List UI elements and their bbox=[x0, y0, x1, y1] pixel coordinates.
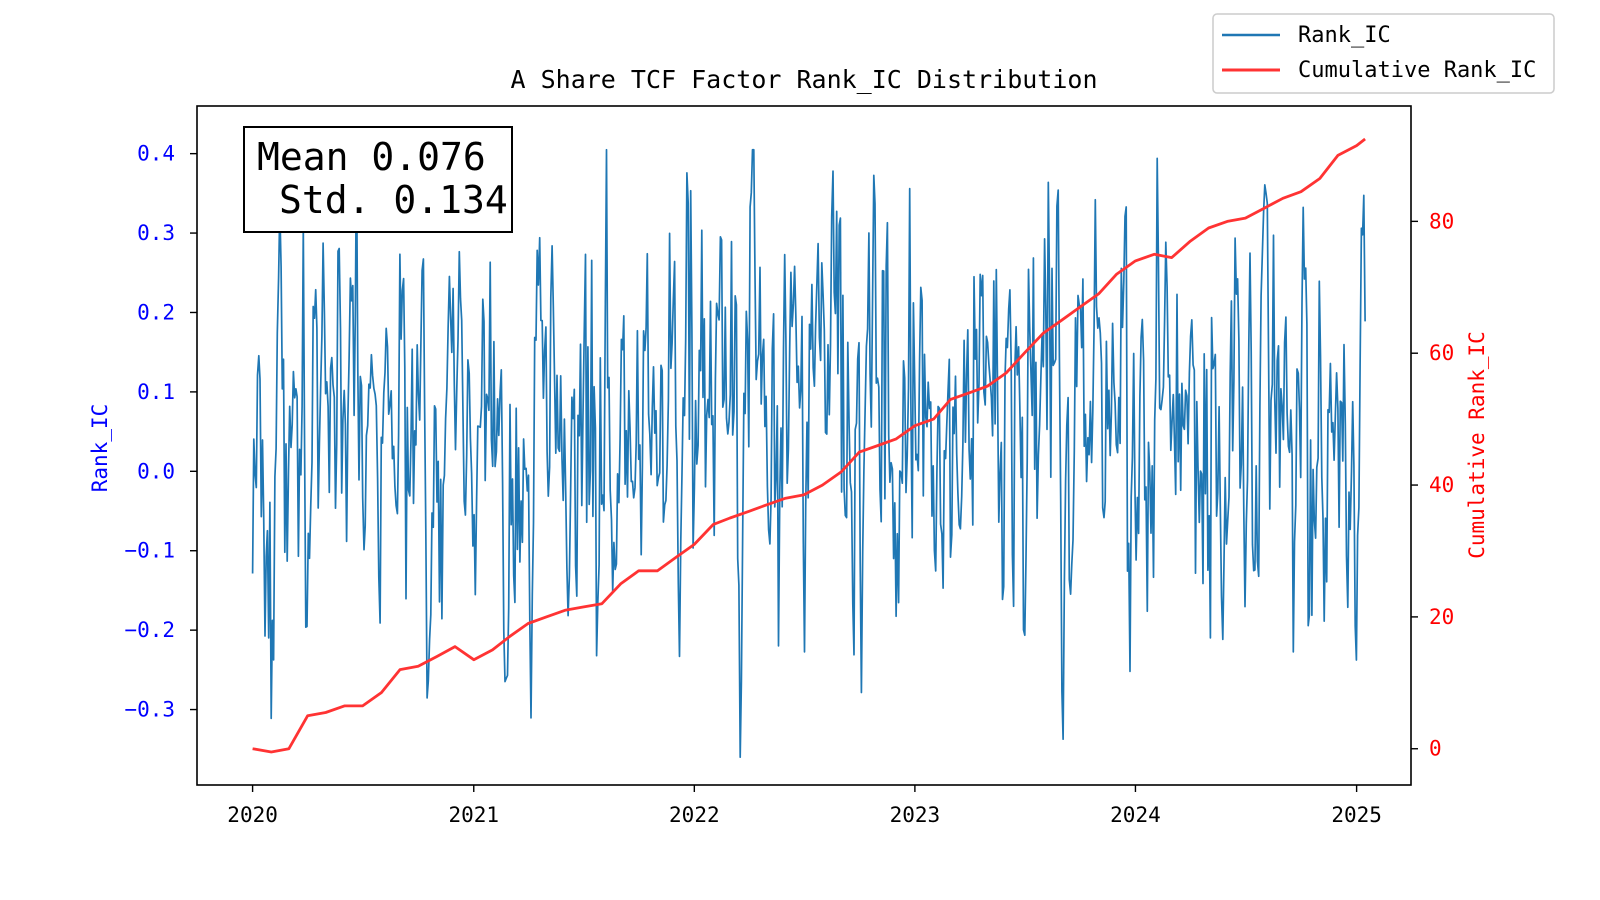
rank-ic-series bbox=[251, 148, 1366, 759]
left-y-tick-label: 0.3 bbox=[137, 221, 175, 245]
left-y-tick-label: 0.4 bbox=[137, 142, 175, 166]
plot-area bbox=[196, 105, 1412, 786]
rank-ic-line bbox=[251, 148, 1366, 759]
right-y-tick-label: 40 bbox=[1429, 473, 1454, 497]
x-tick-label-2025: 2025 bbox=[1331, 803, 1382, 827]
left-y-tick-label: −0.2 bbox=[124, 618, 175, 642]
cumulative-rank-ic-series bbox=[252, 137, 1366, 754]
legend-label-rank-ic: Rank_IC bbox=[1298, 23, 1391, 48]
x-axis: 2020 2021 2022 2023 2024 2025 bbox=[227, 785, 1382, 827]
left-y-axis-label: Rank_IC bbox=[88, 404, 112, 493]
cumulative-rank-ic-line bbox=[252, 137, 1366, 754]
right-y-axis: 0 20 40 60 80 bbox=[1411, 209, 1454, 761]
x-tick-label-2024: 2024 bbox=[1110, 803, 1161, 827]
x-tick-label-2022: 2022 bbox=[669, 803, 720, 827]
x-tick-label-2023: 2023 bbox=[890, 803, 941, 827]
left-y-tick-label: 0.0 bbox=[137, 459, 175, 483]
right-y-axis-label: Cumulative Rank_IC bbox=[1465, 331, 1489, 559]
x-tick-label-2020: 2020 bbox=[227, 803, 278, 827]
stats-mean: Mean 0.076 bbox=[257, 135, 486, 179]
left-y-tick-label: −0.3 bbox=[124, 698, 175, 722]
left-y-tick-label: 0.1 bbox=[137, 380, 175, 404]
stats-annotation: Mean 0.076 Std. 0.134 bbox=[243, 126, 513, 233]
stats-annotation-box bbox=[243, 126, 513, 233]
right-y-tick-label: 60 bbox=[1429, 341, 1454, 365]
left-y-tick-label: −0.1 bbox=[124, 539, 175, 563]
legend: Rank_IC Cumulative Rank_IC bbox=[1212, 13, 1555, 94]
right-y-tick-label: 20 bbox=[1429, 605, 1454, 629]
left-y-tick-label: 0.2 bbox=[137, 300, 175, 324]
right-y-tick-label: 0 bbox=[1429, 737, 1442, 761]
legend-frame bbox=[1212, 13, 1555, 94]
x-tick-label-2021: 2021 bbox=[448, 803, 499, 827]
right-y-tick-label: 80 bbox=[1429, 209, 1454, 233]
legend-label-cumulative-rank-ic: Cumulative Rank_IC bbox=[1298, 58, 1536, 83]
left-y-axis: 0.4 0.3 0.2 0.1 0.0 −0.1 −0.2 −0.3 bbox=[124, 142, 197, 722]
chart-title: A Share TCF Factor Rank_IC Distribution bbox=[511, 65, 1098, 94]
stats-std: Std. 0.134 bbox=[279, 178, 508, 222]
